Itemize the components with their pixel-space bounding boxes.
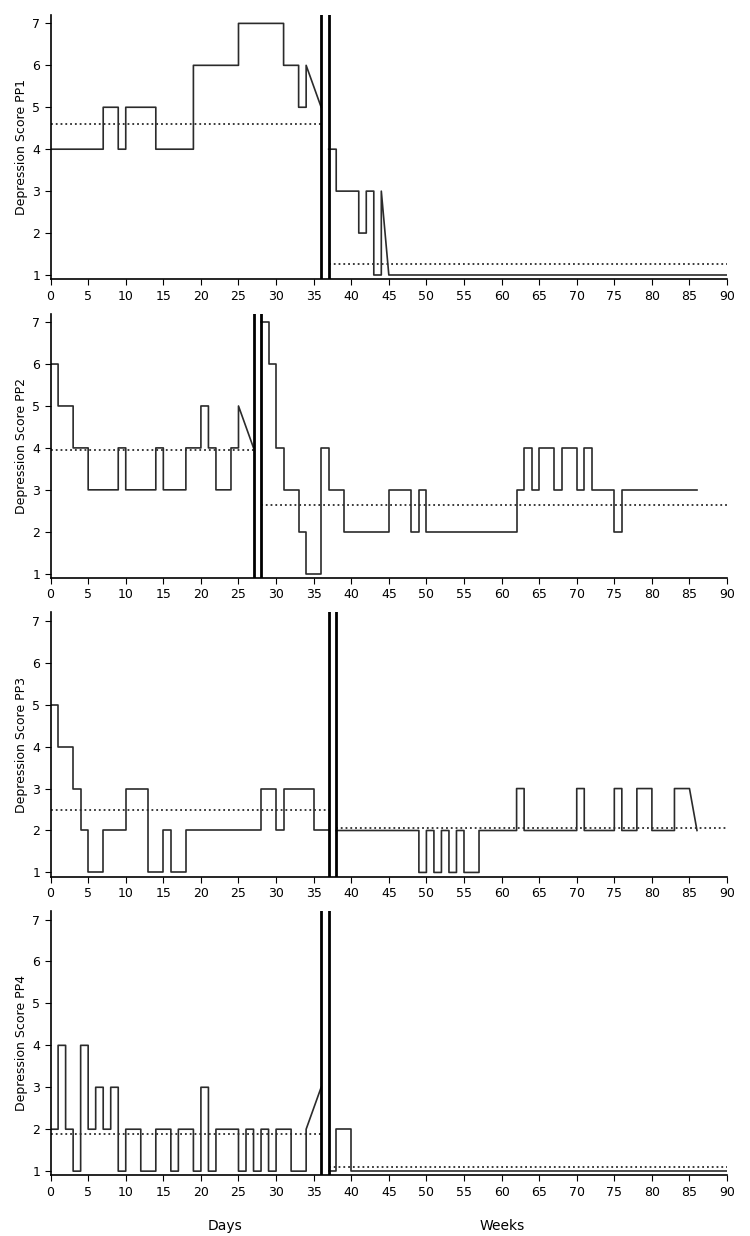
Text: Weeks: Weeks xyxy=(480,1219,525,1232)
Y-axis label: Depression Score PP3: Depression Score PP3 xyxy=(15,676,28,812)
Y-axis label: Depression Score PP2: Depression Score PP2 xyxy=(15,378,28,514)
Y-axis label: Depression Score PP1: Depression Score PP1 xyxy=(15,79,28,215)
Text: Days: Days xyxy=(208,1219,242,1232)
Y-axis label: Depression Score PP4: Depression Score PP4 xyxy=(15,975,28,1111)
